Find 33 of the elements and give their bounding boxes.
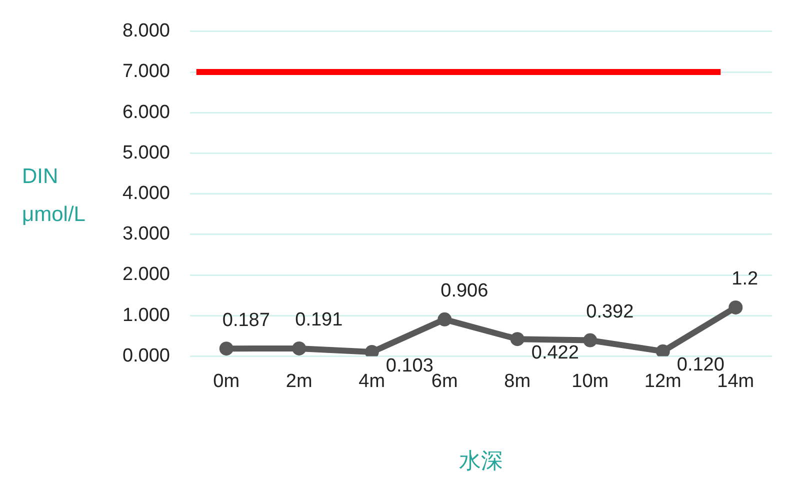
y-tick-label: 8.000	[122, 20, 170, 42]
x-tick-label: 0m	[213, 370, 240, 392]
data-label: 0.422	[531, 342, 579, 364]
data-label: 0.191	[295, 310, 343, 331]
data-label: 1.2	[732, 268, 758, 290]
y-tick-label: 7.000	[122, 61, 170, 82]
y-tick-label: 5.000	[122, 142, 170, 164]
x-tick-label: 6m	[431, 370, 458, 392]
point	[219, 342, 234, 356]
y-axis-title: DIN μmol/L	[22, 164, 86, 226]
x-tick-label: 8m	[504, 370, 531, 392]
y-tick-label: 1.000	[122, 304, 170, 326]
x-tick-label: 2m	[286, 370, 312, 392]
x-axis-title: 水深	[459, 448, 503, 474]
y-tick-label: 3.000	[122, 224, 170, 245]
x-tick-label: 14m	[717, 370, 754, 392]
data-label: 0.392	[586, 302, 634, 323]
data-label: 0.906	[440, 280, 488, 302]
x-tick-label: 12m	[644, 370, 682, 392]
y-tick-label: 6.000	[122, 102, 170, 123]
x-tick-label: 10m	[572, 370, 609, 392]
data-label: 0.103	[386, 355, 434, 376]
point	[510, 332, 524, 346]
point	[583, 333, 598, 348]
x-tick-label: 4m	[358, 370, 386, 392]
point	[438, 312, 452, 326]
point	[292, 341, 306, 356]
y-tick-label: 2.000	[122, 264, 170, 286]
y-tick-label: 4.000	[122, 183, 170, 204]
point	[656, 344, 670, 356]
data-label: 0.187	[222, 310, 270, 331]
point	[728, 300, 743, 314]
y-tick-label: 0.000	[122, 345, 170, 366]
